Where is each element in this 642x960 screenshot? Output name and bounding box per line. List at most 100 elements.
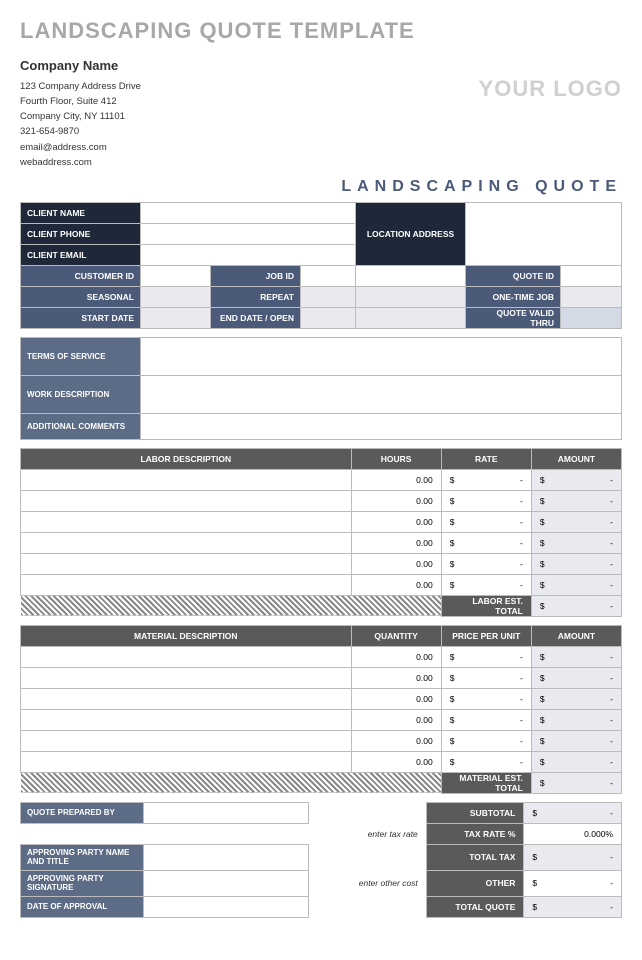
material-qty-cell[interactable]: 0.00 (351, 709, 441, 730)
material-price-cell[interactable]: $ (441, 730, 531, 751)
repeat-cell[interactable] (301, 286, 356, 307)
labor-rate-cell[interactable]: $ (441, 511, 531, 532)
approving-sig-label: APPROVING PARTY SIGNATURE (21, 870, 144, 896)
labor-rate-cell[interactable]: $ (441, 532, 531, 553)
job-id-cell[interactable] (301, 265, 356, 286)
start-date-cell[interactable] (141, 307, 211, 328)
valid-thru-cell[interactable] (561, 307, 622, 328)
material-desc-cell[interactable] (21, 667, 352, 688)
spacer-cell-2 (356, 286, 466, 307)
labor-amount-cell: $ (531, 511, 621, 532)
labor-desc-cell[interactable] (21, 511, 352, 532)
spacer-cell-3 (356, 307, 466, 328)
material-price-cell[interactable]: $ (441, 688, 531, 709)
labor-amount-header: AMOUNT (531, 448, 621, 469)
location-cell[interactable] (466, 202, 622, 265)
material-qty-cell[interactable]: 0.00 (351, 646, 441, 667)
material-price-cell[interactable]: $ (441, 709, 531, 730)
prepared-by-cell[interactable] (144, 802, 308, 823)
labor-rate-cell[interactable]: $ (441, 490, 531, 511)
prepared-by-label: QUOTE PREPARED BY (21, 802, 144, 823)
tax-hint: enter tax rate (308, 823, 426, 844)
material-qty-header: QUANTITY (351, 625, 441, 646)
material-amount-header: AMOUNT (531, 625, 621, 646)
labor-hours-cell[interactable]: 0.00 (351, 490, 441, 511)
client-email-label: CLIENT EMAIL (21, 244, 141, 265)
material-total-label: MATERIAL EST. TOTAL (441, 772, 531, 793)
terms-cell[interactable] (141, 337, 622, 375)
material-qty-cell[interactable]: 0.00 (351, 688, 441, 709)
labor-amount-cell: $ (531, 469, 621, 490)
approval-date-cell[interactable] (144, 896, 308, 917)
material-qty-cell[interactable]: 0.00 (351, 667, 441, 688)
material-price-cell[interactable]: $ (441, 667, 531, 688)
labor-total-label: LABOR EST. TOTAL (441, 595, 531, 616)
client-info-table: CLIENT NAME LOCATION ADDRESS CLIENT PHON… (20, 202, 622, 329)
material-desc-cell[interactable] (21, 646, 352, 667)
taxrate-value[interactable]: 0.000% (524, 823, 622, 844)
material-price-cell[interactable]: $ (441, 646, 531, 667)
labor-desc-cell[interactable] (21, 574, 352, 595)
work-cell[interactable] (141, 375, 622, 413)
seasonal-label: SEASONAL (21, 286, 141, 307)
material-desc-cell[interactable] (21, 730, 352, 751)
location-label: LOCATION ADDRESS (356, 202, 466, 265)
material-table: MATERIAL DESCRIPTION QUANTITY PRICE PER … (20, 625, 622, 794)
end-date-cell[interactable] (301, 307, 356, 328)
labor-rate-cell[interactable]: $ (441, 469, 531, 490)
labor-desc-cell[interactable] (21, 532, 352, 553)
company-phone: 321-654-9870 (20, 124, 141, 139)
material-desc-cell[interactable] (21, 688, 352, 709)
material-price-cell[interactable]: $ (441, 751, 531, 772)
job-id-label: JOB ID (211, 265, 301, 286)
quote-id-cell[interactable] (561, 265, 622, 286)
spacer-cell (356, 265, 466, 286)
totalquote-label: TOTAL QUOTE (426, 896, 524, 917)
approval-date-label: DATE OF APPROVAL (21, 896, 144, 917)
labor-table: LABOR DESCRIPTION HOURS RATE AMOUNT 0.00… (20, 448, 622, 617)
labor-hours-cell[interactable]: 0.00 (351, 553, 441, 574)
material-amount-cell: $ (531, 688, 621, 709)
labor-hours-cell[interactable]: 0.00 (351, 574, 441, 595)
labor-desc-cell[interactable] (21, 469, 352, 490)
other-label: OTHER (426, 870, 524, 896)
material-amount-cell: $ (531, 751, 621, 772)
customer-id-label: CUSTOMER ID (21, 265, 141, 286)
labor-desc-cell[interactable] (21, 553, 352, 574)
labor-hours-cell[interactable]: 0.00 (351, 469, 441, 490)
labor-total-value: $ (531, 595, 621, 616)
company-addr1: 123 Company Address Drive (20, 79, 141, 94)
customer-id-cell[interactable] (141, 265, 211, 286)
other-value[interactable]: $ (524, 870, 622, 896)
labor-rate-cell[interactable]: $ (441, 574, 531, 595)
client-name-cell[interactable] (141, 202, 356, 223)
material-qty-cell[interactable]: 0.00 (351, 751, 441, 772)
labor-desc-cell[interactable] (21, 490, 352, 511)
labor-hatch (21, 595, 442, 616)
comments-cell[interactable] (141, 413, 622, 439)
onetime-cell[interactable] (561, 286, 622, 307)
material-amount-cell: $ (531, 646, 621, 667)
labor-rate-cell[interactable]: $ (441, 553, 531, 574)
totalquote-value: $ (524, 896, 622, 917)
seasonal-cell[interactable] (141, 286, 211, 307)
start-date-label: START DATE (21, 307, 141, 328)
material-qty-cell[interactable]: 0.00 (351, 730, 441, 751)
client-phone-cell[interactable] (141, 223, 356, 244)
comments-label: ADDITIONAL COMMENTS (21, 413, 141, 439)
other-hint: enter other cost (308, 870, 426, 896)
subtotal-value: $ (524, 802, 622, 823)
material-amount-cell: $ (531, 730, 621, 751)
client-email-cell[interactable] (141, 244, 356, 265)
approving-name-label: APPROVING PARTY NAME AND TITLE (21, 844, 144, 870)
taxrate-label: TAX RATE % (426, 823, 524, 844)
labor-hours-cell[interactable]: 0.00 (351, 532, 441, 553)
company-web: webaddress.com (20, 155, 141, 170)
approving-name-cell[interactable] (144, 844, 308, 870)
footer-table: QUOTE PREPARED BY SUBTOTAL $ enter tax r… (20, 802, 622, 918)
approving-sig-cell[interactable] (144, 870, 308, 896)
labor-hours-cell[interactable]: 0.00 (351, 511, 441, 532)
client-name-label: CLIENT NAME (21, 202, 141, 223)
material-desc-cell[interactable] (21, 751, 352, 772)
material-desc-cell[interactable] (21, 709, 352, 730)
